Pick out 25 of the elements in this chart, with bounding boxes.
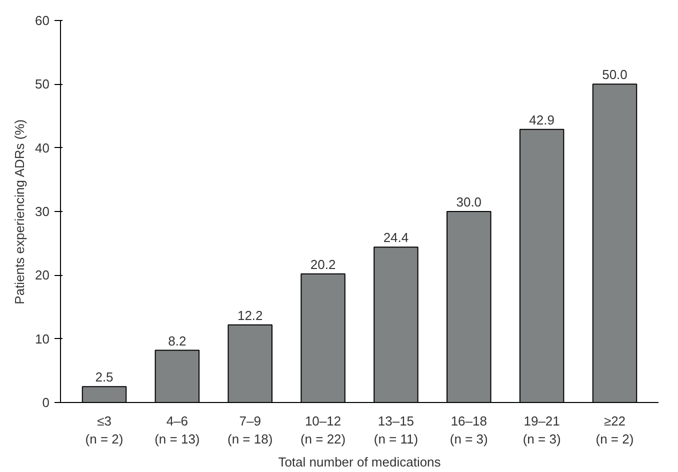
data-label: 8.2 (168, 333, 186, 348)
x-tick-label: ≥22 (n = 2) (596, 414, 634, 446)
y-tick-label: 30 (35, 204, 50, 219)
data-label: 24.4 (383, 230, 409, 246)
x-axis-title: Total number of medications (278, 454, 442, 470)
x-tick-label: 7–9 (n = 18) (228, 414, 273, 446)
data-label: 42.9 (529, 112, 554, 128)
y-tick-label: 40 (35, 140, 50, 156)
x-tick-label: ≤3 (n = 2) (85, 414, 124, 446)
y-tick-label: 0 (42, 395, 50, 410)
data-label: 20.2 (310, 256, 336, 272)
data-label: 50.0 (602, 67, 628, 82)
data-label: 30.0 (456, 194, 482, 210)
x-tick-label: 13–15 (n = 11) (374, 414, 418, 446)
y-axis-title: Patients experiencing ADRs (%) (12, 119, 28, 304)
x-tick-label: 4–6 (n = 13) (154, 414, 200, 446)
data-label: 12.2 (237, 308, 263, 323)
y-tick-label: 50 (35, 76, 50, 92)
x-tick-label: 19–21 (n = 3) (522, 414, 561, 446)
y-tick-label: 60 (35, 13, 50, 28)
x-tick-label: 10–12 (n = 22) (300, 414, 346, 446)
x-tick-label: 16–18 (n = 3) (450, 414, 488, 446)
data-label: 2.5 (95, 370, 114, 385)
y-tick-label: 20 (35, 268, 50, 283)
y-tick-label: 10 (35, 331, 50, 346)
